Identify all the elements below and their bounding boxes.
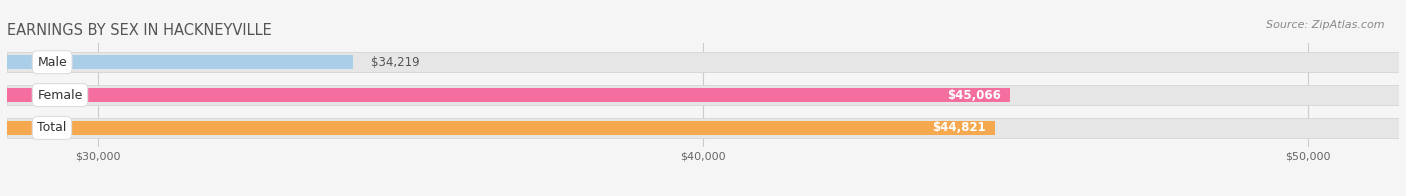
Text: Source: ZipAtlas.com: Source: ZipAtlas.com — [1267, 20, 1385, 30]
Bar — [7, 88, 1010, 102]
Bar — [7, 121, 995, 135]
Bar — [7, 118, 1399, 138]
Text: Male: Male — [38, 56, 67, 69]
Bar — [7, 85, 1399, 105]
Bar — [7, 55, 353, 69]
Text: EARNINGS BY SEX IN HACKNEYVILLE: EARNINGS BY SEX IN HACKNEYVILLE — [7, 23, 271, 38]
Bar — [7, 52, 1399, 72]
Text: Female: Female — [38, 89, 83, 102]
Text: $34,219: $34,219 — [371, 56, 420, 69]
Text: $44,821: $44,821 — [932, 122, 986, 134]
Text: Total: Total — [38, 122, 66, 134]
Text: $45,066: $45,066 — [946, 89, 1001, 102]
